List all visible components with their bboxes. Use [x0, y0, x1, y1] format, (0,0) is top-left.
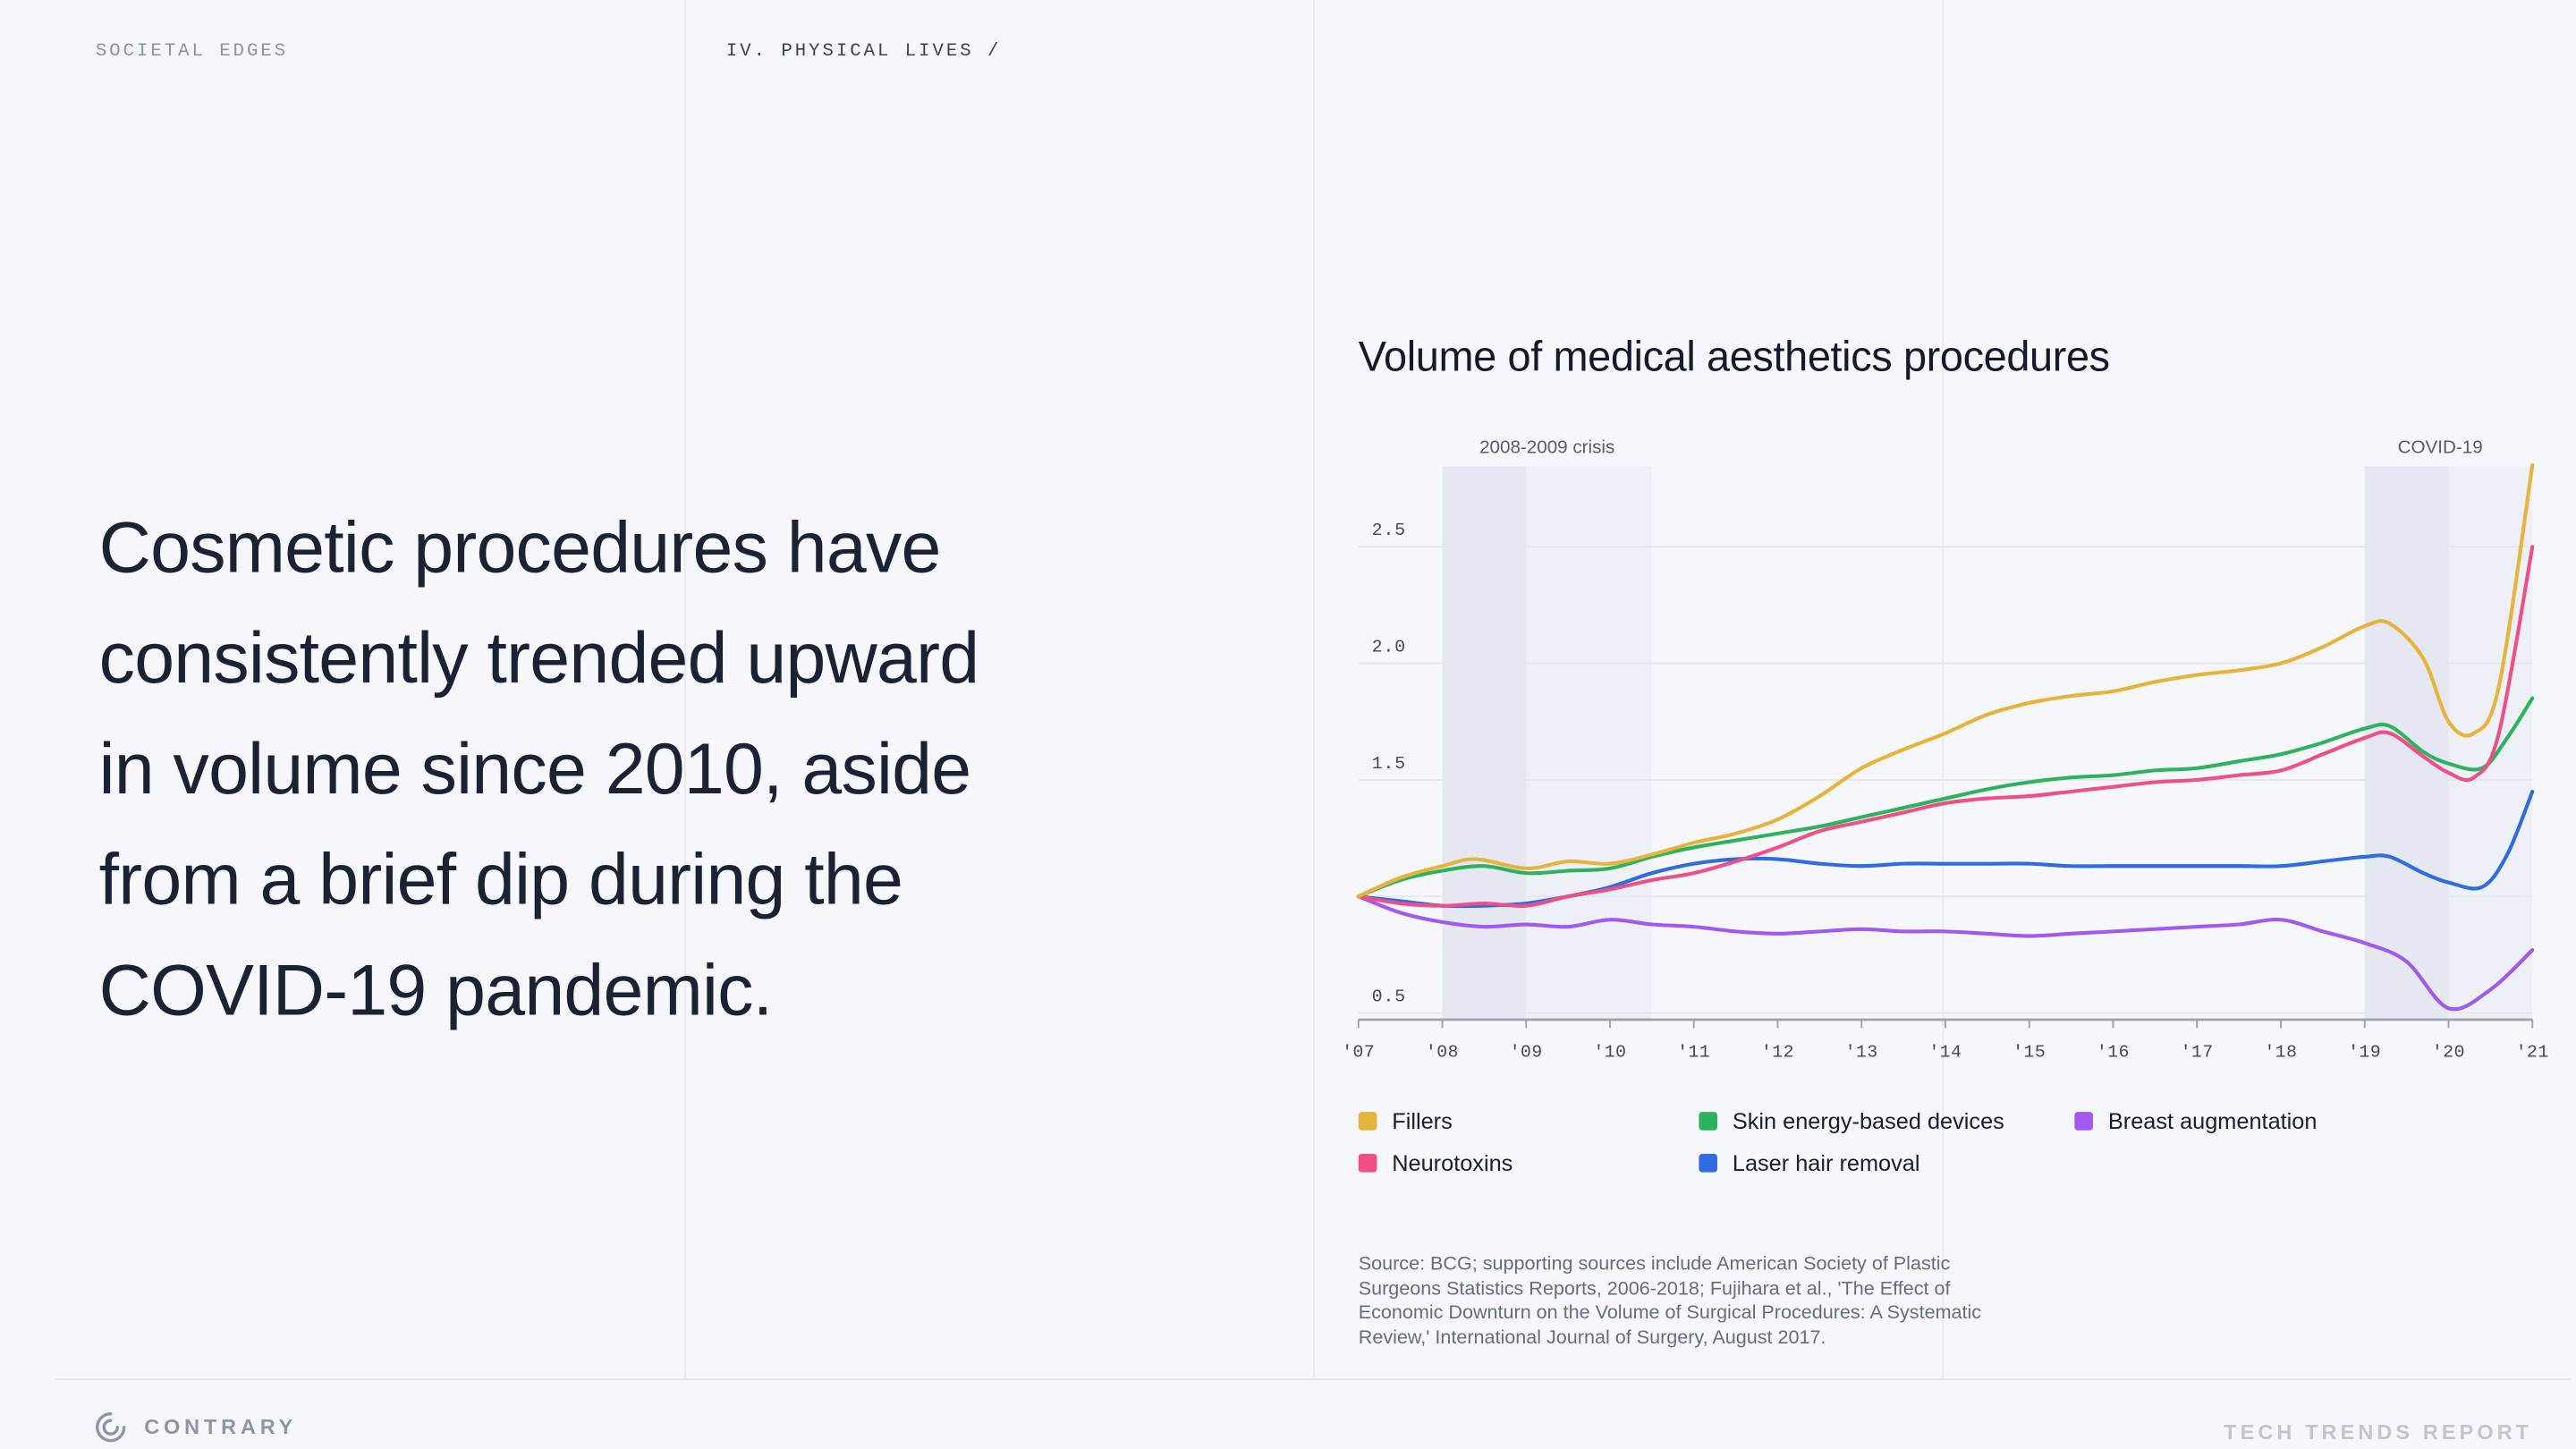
- headline: Cosmetic procedures have consistently tr…: [98, 508, 979, 1032]
- legend-label: Neurotoxins: [1392, 1150, 1513, 1176]
- x-axis-label: '08: [1426, 1042, 1459, 1062]
- legend-label: Fillers: [1392, 1108, 1453, 1134]
- chapter-label: IV. PHYSICAL LIVES /: [725, 41, 1002, 63]
- event-annotation: 2008-2009 crisis: [1479, 436, 1614, 457]
- legend-label: Breast augmentation: [2107, 1108, 2318, 1134]
- contrary-logo-icon: [94, 1411, 128, 1445]
- legend-swatch: [1699, 1154, 1717, 1173]
- x-axis-label: '19: [2348, 1042, 2381, 1062]
- x-axis-label: '16: [2097, 1042, 2130, 1062]
- legend-item-fillers: Fillers: [1358, 1108, 1699, 1134]
- legend-item-skin-energy-based-devices: Skin energy-based devices: [1699, 1108, 2074, 1134]
- report-name: TECH TRENDS REPORT: [2224, 1420, 2533, 1445]
- legend-label: Skin energy-based devices: [1732, 1108, 2004, 1134]
- legend-swatch: [1358, 1112, 1377, 1131]
- legend-swatch: [1699, 1112, 1717, 1131]
- y-axis-label: 0.5: [1372, 987, 1406, 1006]
- y-axis-label: 2.0: [1372, 637, 1406, 657]
- legend-item-breast-augmentation: Breast augmentation: [2074, 1108, 2549, 1134]
- x-axis-label: '15: [2012, 1042, 2046, 1062]
- event-band-2008-2009-crisis: 2008-2009 crisis: [1442, 436, 1652, 1020]
- legend-label: Laser hair removal: [1732, 1150, 1920, 1176]
- brand-name: CONTRARY: [144, 1415, 298, 1439]
- section-kicker: SOCIETAL EDGES: [95, 41, 289, 63]
- grid-rule: [1313, 0, 1315, 1379]
- aesthetics-chart: 2008-2009 crisis COVID-19 2.5 2.0 1.5 0.5 '07 '…: [1309, 419, 2563, 1090]
- series-line-skin-energy-based-devices: [1356, 696, 2535, 899]
- legend-swatch: [1358, 1154, 1377, 1173]
- x-axis-label: '17: [2181, 1042, 2214, 1062]
- source-note: Source: BCG; supporting sources include …: [1358, 1254, 1982, 1348]
- x-axis-label: '18: [2264, 1042, 2297, 1062]
- y-axis-label: 2.5: [1372, 521, 1406, 540]
- line-chart-canvas: 2008-2009 crisis COVID-19 2.5 2.0 1.5 0.5 '07 '…: [1342, 436, 2549, 1062]
- x-axis-label: '20: [2432, 1042, 2465, 1062]
- series-line-fillers: [1356, 462, 2535, 899]
- x-axis-label: '09: [1510, 1042, 1543, 1062]
- series-line-neurotoxins: [1356, 545, 2535, 909]
- grid-rule: [1942, 0, 1945, 1379]
- x-axis-label: '10: [1593, 1042, 1626, 1062]
- legend-item-neurotoxins: Neurotoxins: [1358, 1150, 1699, 1176]
- x-axis-label: '07: [1342, 1042, 1375, 1062]
- y-axis-label: 1.5: [1372, 754, 1406, 774]
- chart-title: Volume of medical aesthetics procedures: [1358, 334, 2110, 381]
- grid-rule: [684, 0, 686, 1379]
- x-axis-label: '21: [2516, 1042, 2549, 1062]
- event-annotation: COVID-19: [2398, 436, 2483, 457]
- legend-item-laser-hair-removal: Laser hair removal: [1699, 1150, 2074, 1175]
- legend-swatch: [2074, 1112, 2093, 1131]
- chart-legend: Fillers Skin energy-based devices Breast a…: [1358, 1108, 2549, 1176]
- x-axis-label: '11: [1677, 1042, 1710, 1062]
- footer-divider: [55, 1378, 2572, 1381]
- footer-brand: CONTRARY: [94, 1411, 297, 1445]
- x-axis-label: '12: [1761, 1042, 1794, 1062]
- x-axis-label: '13: [1845, 1042, 1878, 1062]
- series-line-breast-augmentation: [1356, 894, 2535, 1012]
- event-band-covid-19: COVID-19: [2364, 436, 2533, 1020]
- x-axis-label: '14: [1928, 1042, 1962, 1062]
